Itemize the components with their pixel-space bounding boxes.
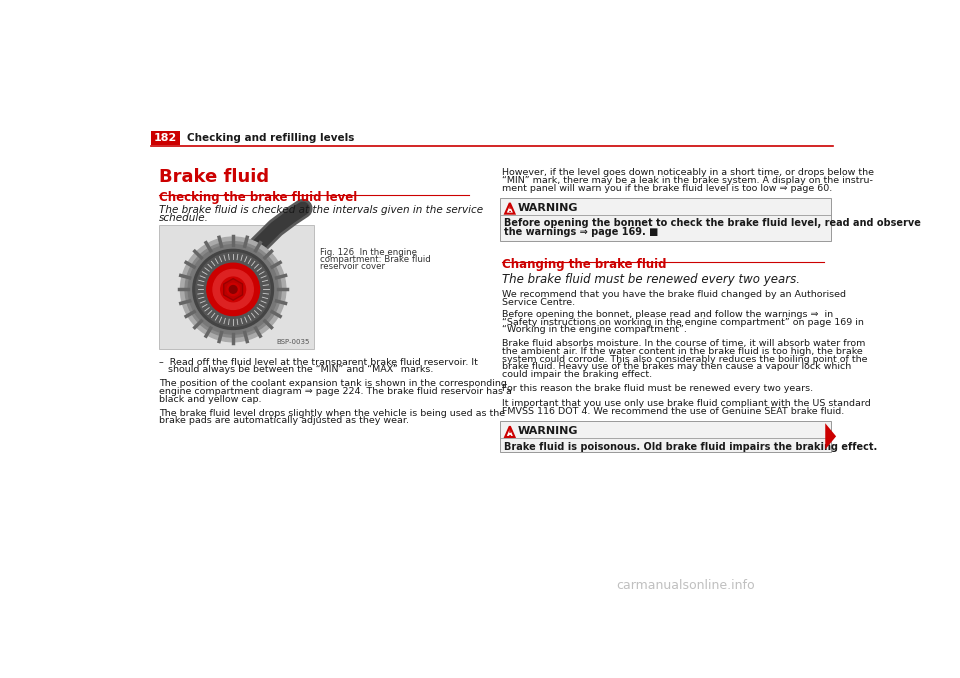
Text: !: ! xyxy=(508,205,512,214)
Text: black and yellow cap.: black and yellow cap. xyxy=(158,395,261,404)
FancyBboxPatch shape xyxy=(151,132,180,145)
Circle shape xyxy=(188,245,278,334)
Text: For this reason the brake fluid must be renewed every two years.: For this reason the brake fluid must be … xyxy=(502,384,813,393)
Text: Before opening the bonnet, please read and follow the warnings ⇒  in: Before opening the bonnet, please read a… xyxy=(502,310,833,319)
FancyBboxPatch shape xyxy=(500,197,830,241)
Text: The brake fluid is checked at the intervals given in the service: The brake fluid is checked at the interv… xyxy=(158,205,483,214)
Text: schedule.: schedule. xyxy=(158,213,208,223)
Text: Fig. 126  In the engine: Fig. 126 In the engine xyxy=(320,248,417,258)
Text: Service Centre.: Service Centre. xyxy=(502,298,575,306)
Text: !: ! xyxy=(508,428,512,438)
Text: “MIN” mark, there may be a leak in the brake system. A display on the instru-: “MIN” mark, there may be a leak in the b… xyxy=(502,176,873,185)
Text: “Working in the engine compartment”.: “Working in the engine compartment”. xyxy=(502,325,687,334)
Text: However, if the level goes down noticeably in a short time, or drops below the: However, if the level goes down noticeab… xyxy=(502,168,874,178)
Text: The brake fluid must be renewed every two years.: The brake fluid must be renewed every tw… xyxy=(502,273,800,286)
Circle shape xyxy=(206,263,259,315)
Polygon shape xyxy=(505,426,515,437)
Circle shape xyxy=(227,283,239,296)
Text: We recommend that you have the brake fluid changed by an Authorised: We recommend that you have the brake flu… xyxy=(502,290,846,299)
Text: BSP-0035: BSP-0035 xyxy=(276,340,310,346)
Circle shape xyxy=(221,277,246,302)
Polygon shape xyxy=(224,279,243,300)
Text: The brake fluid level drops slightly when the vehicle is being used as the: The brake fluid level drops slightly whe… xyxy=(158,409,505,418)
FancyBboxPatch shape xyxy=(158,225,314,348)
Text: compartment: Brake fluid: compartment: Brake fluid xyxy=(320,256,431,264)
Circle shape xyxy=(229,285,237,294)
Circle shape xyxy=(180,237,286,342)
Text: ment panel will warn you if the brake fluid level is too low ⇒ page 60.: ment panel will warn you if the brake fl… xyxy=(502,184,832,193)
Text: WARNING: WARNING xyxy=(517,426,578,437)
Text: Before opening the bonnet to check the brake fluid level, read and observe: Before opening the bonnet to check the b… xyxy=(504,218,921,228)
Text: the ambient air. If the water content in the brake fluid is too high, the brake: the ambient air. If the water content in… xyxy=(502,347,863,356)
Text: should always be between the “MIN” and “MAX” marks.: should always be between the “MIN” and “… xyxy=(158,365,433,374)
Text: reservoir cover: reservoir cover xyxy=(320,262,385,271)
Text: Brake fluid is poisonous. Old brake fluid impairs the braking effect.: Brake fluid is poisonous. Old brake flui… xyxy=(504,442,876,452)
Polygon shape xyxy=(505,203,515,214)
Text: system could corrode. This also considerably reduces the boiling point of the: system could corrode. This also consider… xyxy=(502,355,868,363)
Text: The position of the coolant expansion tank is shown in the corresponding: The position of the coolant expansion ta… xyxy=(158,380,507,388)
Text: WARNING: WARNING xyxy=(517,203,578,213)
Circle shape xyxy=(196,252,271,326)
Text: brake pads are automatically adjusted as they wear.: brake pads are automatically adjusted as… xyxy=(158,416,409,425)
Text: engine compartment diagram ⇒ page 224. The brake fluid reservoir has a: engine compartment diagram ⇒ page 224. T… xyxy=(158,387,512,396)
Text: Checking the brake fluid level: Checking the brake fluid level xyxy=(158,191,357,205)
Text: –  Read off the fluid level at the transparent brake fluid reservoir. It: – Read off the fluid level at the transp… xyxy=(158,358,478,367)
Text: carmanualsonline.info: carmanualsonline.info xyxy=(616,579,756,592)
Text: Changing the brake fluid: Changing the brake fluid xyxy=(502,258,666,271)
Text: could impair the braking effect.: could impair the braking effect. xyxy=(502,370,652,379)
Text: It important that you use only use brake fluid compliant with the US standard: It important that you use only use brake… xyxy=(502,399,871,408)
Circle shape xyxy=(213,269,253,309)
FancyBboxPatch shape xyxy=(500,421,830,452)
Text: the warnings ⇒ page 169. ■: the warnings ⇒ page 169. ■ xyxy=(504,227,658,237)
Text: “Safety instructions on working in the engine compartment” on page 169 in: “Safety instructions on working in the e… xyxy=(502,318,864,327)
Text: 182: 182 xyxy=(155,134,178,143)
Circle shape xyxy=(185,241,281,337)
Polygon shape xyxy=(826,423,836,450)
Text: Brake fluid: Brake fluid xyxy=(158,168,269,186)
Circle shape xyxy=(193,250,274,330)
Text: brake fluid. Heavy use of the brakes may then cause a vapour lock which: brake fluid. Heavy use of the brakes may… xyxy=(502,363,852,372)
Text: Brake fluid absorbs moisture. In the course of time, it will absorb water from: Brake fluid absorbs moisture. In the cou… xyxy=(502,339,866,348)
Text: FMVSS 116 DOT 4. We recommend the use of Genuine SEAT brake fluid.: FMVSS 116 DOT 4. We recommend the use of… xyxy=(502,407,845,416)
Text: Checking and refilling levels: Checking and refilling levels xyxy=(186,134,354,143)
